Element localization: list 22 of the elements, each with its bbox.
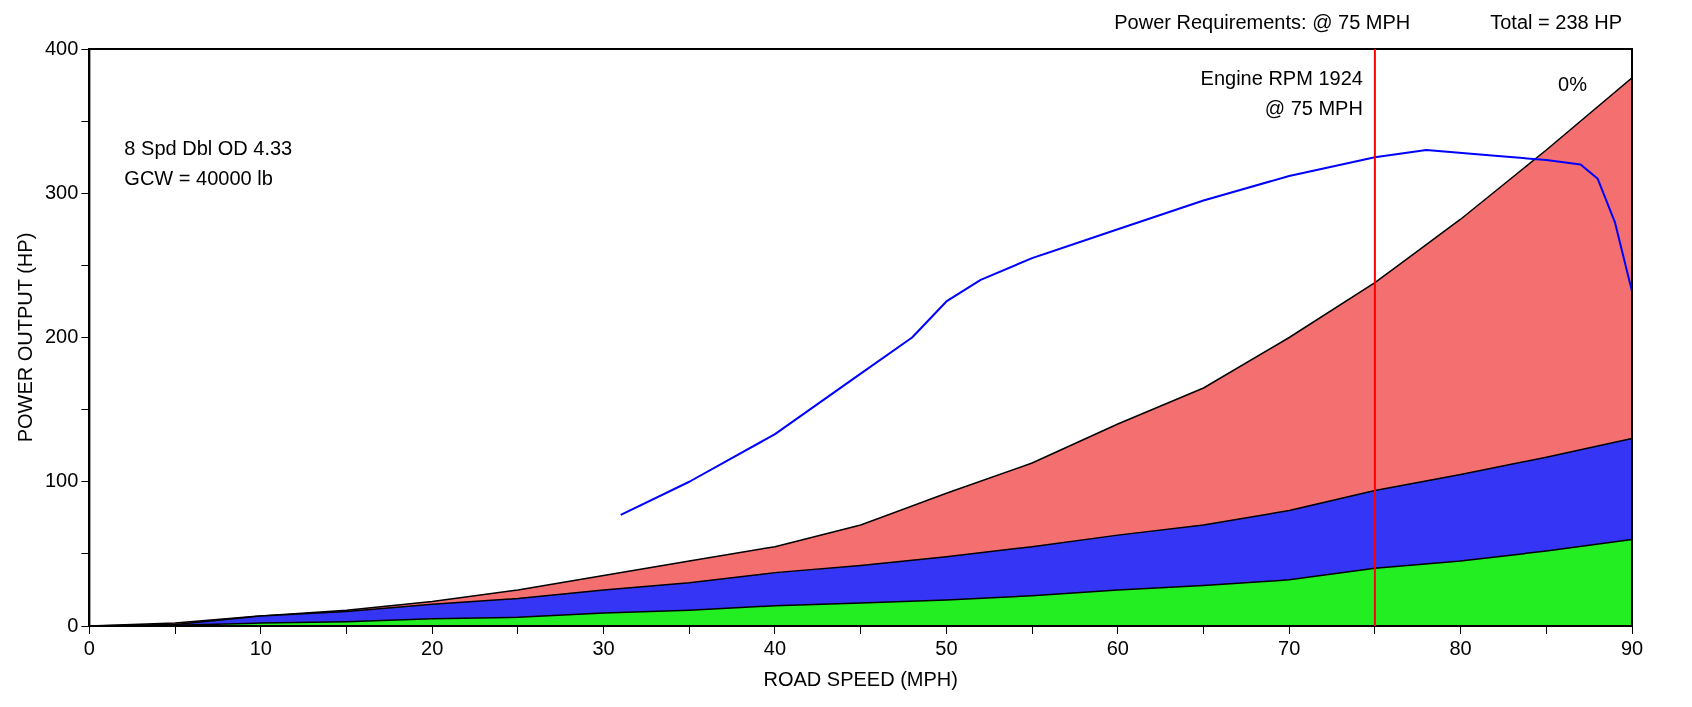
x-axis-title: ROAD SPEED (MPH) bbox=[763, 667, 958, 690]
y-axis-title: POWER OUTPUT (HP) bbox=[13, 232, 36, 443]
annotation: 8 Spd Dbl OD 4.33 GCW = 40000 lb bbox=[124, 136, 293, 189]
x-tick-label: 90 bbox=[1620, 636, 1644, 659]
x-tick-label: 80 bbox=[1449, 636, 1472, 659]
x-tick-label: 10 bbox=[249, 636, 272, 659]
ref-line-label: Engine RPM 1924 @ 75 MPH bbox=[1200, 66, 1363, 119]
x-tick-label: 0 bbox=[83, 636, 95, 659]
y-tick-label: 300 bbox=[44, 180, 79, 203]
y-tick-label: 400 bbox=[44, 36, 79, 59]
x-tick-label: 50 bbox=[935, 636, 958, 659]
chart-subtitle: Total = 238 HP bbox=[1490, 11, 1622, 34]
chart-title: Power Requirements: @ 75 MPH bbox=[1114, 11, 1411, 34]
x-tick-label: 40 bbox=[763, 636, 787, 659]
y-tick-label: 100 bbox=[44, 469, 79, 492]
y-tick-label: 200 bbox=[44, 325, 79, 348]
x-tick-label: 20 bbox=[421, 636, 444, 659]
x-tick-label: 60 bbox=[1106, 636, 1129, 659]
y-tick-label: 0 bbox=[67, 613, 79, 636]
x-tick-label: 70 bbox=[1278, 636, 1301, 659]
annotation: 0% bbox=[1558, 72, 1588, 95]
x-tick-label: 30 bbox=[592, 636, 615, 659]
